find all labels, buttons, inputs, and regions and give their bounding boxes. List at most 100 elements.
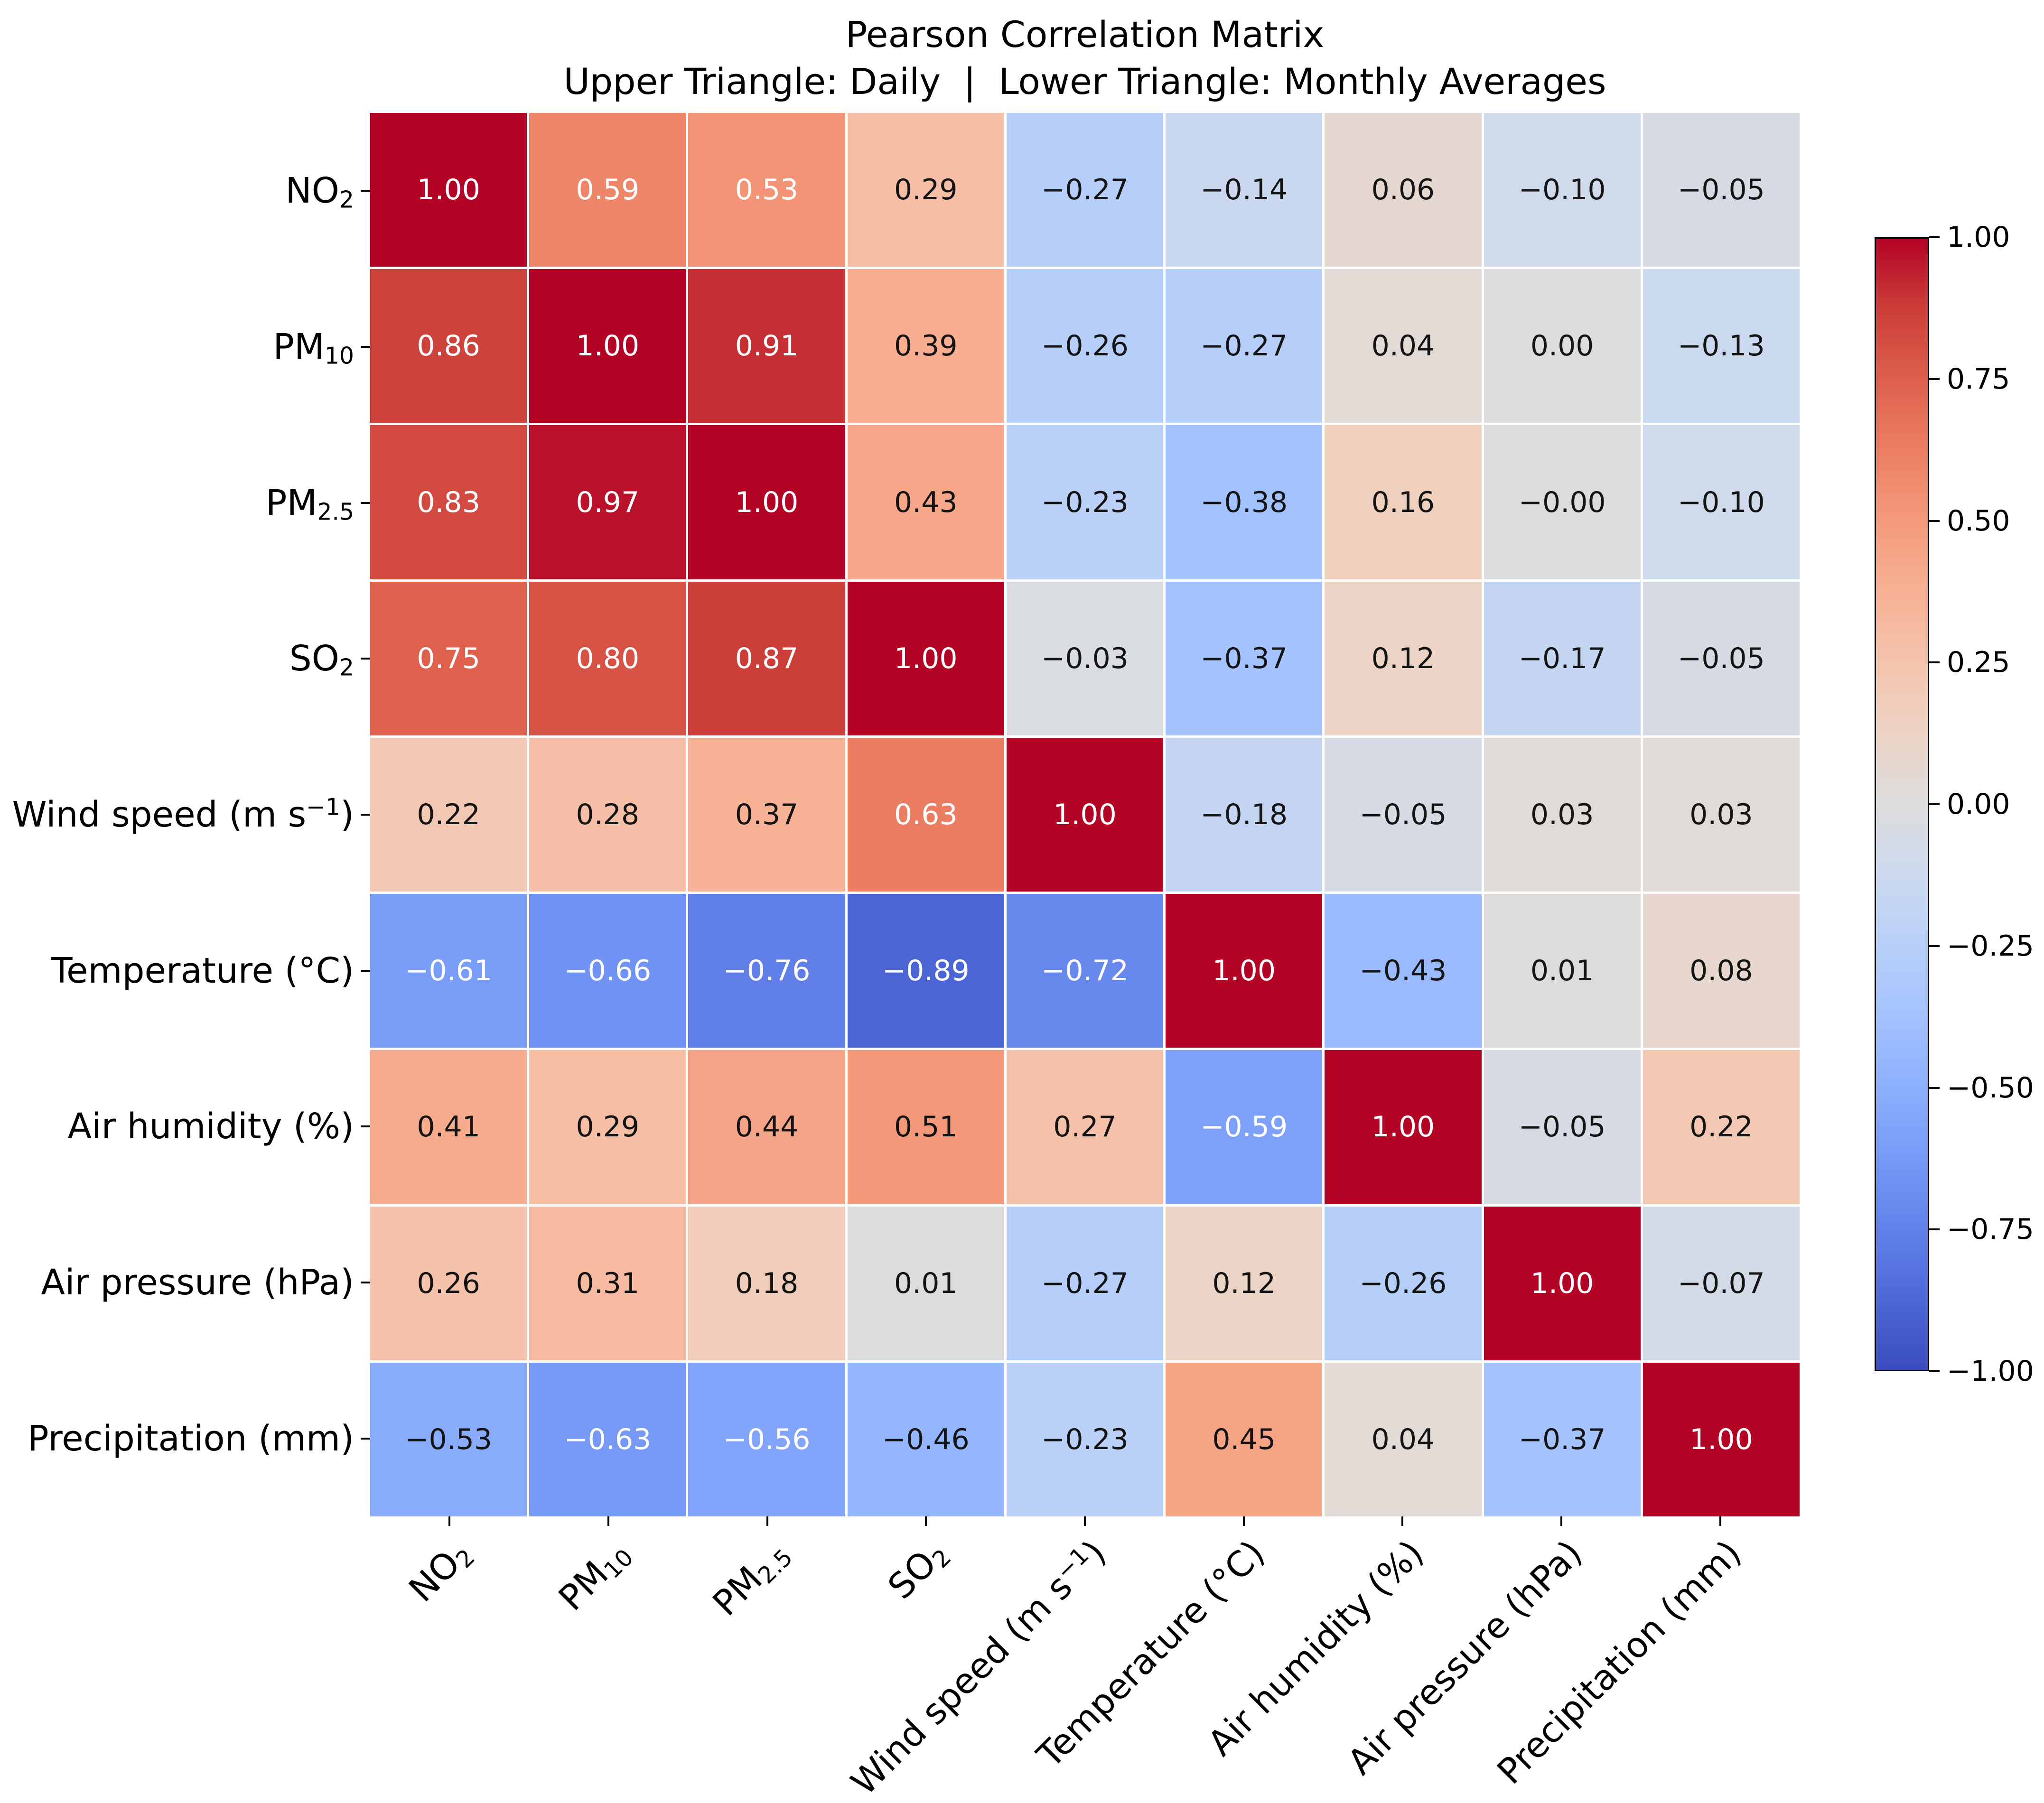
heatmap-cell-r3-c1: 0.80 [529, 581, 686, 735]
y-tick-mark [361, 813, 370, 816]
x-tick-mark [448, 1516, 451, 1526]
heatmap-cell-r8-c2: −0.56 [688, 1362, 845, 1516]
y-axis-label: SO2 [289, 638, 354, 679]
heatmap-cell-r3-c2: 0.87 [688, 581, 845, 735]
colorbar-tick-label: −1.00 [1947, 1355, 2034, 1388]
axis-label-text: Temperature (°C) [51, 950, 354, 991]
axis-label-text: Precipitation (mm) [28, 1418, 354, 1459]
axis-label-text: −1 [306, 793, 341, 821]
heatmap-cell-r8-c7: −0.37 [1484, 1362, 1641, 1516]
heatmap-cell-r1-c4: −0.26 [1006, 269, 1164, 423]
heatmap-cell-r0-c2: 0.53 [688, 113, 845, 267]
x-axis-label: PM2.5 [705, 1533, 798, 1624]
y-axis-row: NO2 [0, 113, 370, 269]
heatmap-cell-r1-c8: −0.13 [1643, 269, 1800, 423]
y-axis-row: SO2 [0, 581, 370, 737]
heatmap-cell-r1-c6: 0.04 [1325, 269, 1482, 423]
colorbar-tick-label: 0.00 [1947, 788, 2010, 821]
x-tick-mark [766, 1516, 768, 1526]
x-tick-mark [1560, 1516, 1562, 1526]
colorbar-gradient [1875, 237, 1929, 1371]
heatmap-cell-r6-c7: −0.05 [1484, 1050, 1641, 1204]
heatmap-cell-r7-c6: −0.26 [1325, 1206, 1482, 1360]
heatmap-cell-r6-c6: 1.00 [1325, 1050, 1482, 1204]
heatmap-cell-r4-c0: 0.22 [370, 737, 527, 892]
chart-title-line1: Pearson Correlation Matrix [845, 13, 1325, 56]
heatmap-cell-r4-c3: 0.63 [847, 737, 1004, 892]
axis-label-text: NO [285, 170, 339, 212]
colorbar-tick-label: 0.50 [1947, 504, 2010, 538]
x-axis-label: PM10 [551, 1533, 639, 1619]
heatmap-cell-r4-c7: 0.03 [1484, 737, 1641, 892]
heatmap-cell-r0-c5: −0.14 [1166, 113, 1323, 267]
heatmap-cell-r7-c0: 0.26 [370, 1206, 527, 1360]
heatmap-cell-r2-c1: 0.97 [529, 425, 686, 579]
heatmap-cell-r3-c5: −0.37 [1166, 581, 1323, 735]
heatmap-cell-r2-c8: −0.10 [1643, 425, 1800, 579]
y-tick-mark [361, 1437, 370, 1440]
y-axis-label: NO2 [285, 170, 354, 214]
heatmap-cell-r4-c2: 0.37 [688, 737, 845, 892]
y-tick-mark [361, 658, 370, 660]
x-tick-mark [925, 1516, 927, 1526]
heatmap-cell-r2-c5: −0.38 [1166, 425, 1323, 579]
y-axis-row: Precipitation (mm) [0, 1360, 370, 1516]
colorbar-tick-mark [1929, 1228, 1940, 1231]
heatmap-cell-r6-c0: 0.41 [370, 1050, 527, 1204]
heatmap-cell-r1-c7: 0.00 [1484, 269, 1641, 423]
y-axis-row: Wind speed (m s−1) [0, 737, 370, 893]
heatmap-cell-r8-c3: −0.46 [847, 1362, 1004, 1516]
colorbar-tick-mark [1929, 1087, 1940, 1089]
heatmap-cell-r1-c5: −0.27 [1166, 269, 1323, 423]
heatmap-cell-r0-c1: 0.59 [529, 113, 686, 267]
heatmap-cell-r4-c6: −0.05 [1325, 737, 1482, 892]
colorbar-tick-label: 0.75 [1947, 362, 2010, 396]
heatmap-cell-r8-c1: −0.63 [529, 1362, 686, 1516]
colorbar-tick-mark [1929, 520, 1940, 522]
heatmap-cell-r8-c4: −0.23 [1006, 1362, 1164, 1516]
chart-title-line2: Upper Triangle: Daily | Lower Triangle: … [563, 60, 1606, 102]
heatmap-cell-r7-c1: 0.31 [529, 1206, 686, 1360]
heatmap-cell-r0-c0: 1.00 [370, 113, 527, 267]
heatmap-cell-r2-c3: 0.43 [847, 425, 1004, 579]
y-axis-label: PM10 [273, 326, 354, 368]
y-axis-label: Air pressure (hPa) [41, 1262, 354, 1303]
heatmap-cell-r6-c2: 0.44 [688, 1050, 845, 1204]
y-tick-mark [361, 1125, 370, 1128]
colorbar-tick-label: 1.00 [1947, 221, 2010, 254]
x-axis-label: NO2 [401, 1533, 480, 1610]
x-axis-label: Wind speed (m s−1) [843, 1533, 1114, 1803]
heatmap-cell-r7-c8: −0.07 [1643, 1206, 1800, 1360]
colorbar: 1.00 0.75 0.50 0.25 0.00 −0.25 −0.50 −0.75 −1.00 [1875, 223, 2044, 1385]
heatmap-cell-r6-c3: 0.51 [847, 1050, 1004, 1204]
y-tick-mark [361, 502, 370, 504]
heatmap-cell-r4-c5: −0.18 [1166, 737, 1323, 892]
axis-label-text: 2 [339, 186, 354, 214]
heatmap-cell-r5-c3: −0.89 [847, 894, 1004, 1048]
y-tick-mark [361, 969, 370, 972]
colorbar-tick-label: −0.50 [1947, 1071, 2034, 1105]
heatmap-cell-r8-c5: 0.45 [1166, 1362, 1323, 1516]
axis-label-text: Wind speed (m s [12, 794, 307, 835]
y-axis-row: Temperature (°C) [0, 892, 370, 1049]
colorbar-tick-label: −0.25 [1947, 929, 2034, 963]
x-axis-label: SO2 [880, 1533, 957, 1607]
heatmap-cell-r7-c4: −0.27 [1006, 1206, 1164, 1360]
x-tick-mark [607, 1516, 609, 1526]
heatmap-cell-r5-c0: −0.61 [370, 894, 527, 1048]
y-axis-label: PM2.5 [265, 482, 354, 526]
x-tick-mark [1242, 1516, 1245, 1526]
x-tick-mark [1719, 1516, 1721, 1526]
axis-label-text: PM [265, 482, 317, 523]
heatmap-cell-r0-c8: −0.05 [1643, 113, 1800, 267]
heatmap-cell-r3-c0: 0.75 [370, 581, 527, 735]
axis-label-text: ) [340, 794, 354, 835]
axis-label-text: SO [289, 638, 339, 679]
heatmap-cell-r5-c7: 0.01 [1484, 894, 1641, 1048]
axis-label-text: 2 [339, 654, 354, 682]
axis-label-text: 2.5 [317, 498, 354, 526]
heatmap-cell-r2-c4: −0.23 [1006, 425, 1164, 579]
chart-title: Pearson Correlation Matrix Upper Triangl… [370, 11, 1800, 105]
heatmap-cell-r5-c5: 1.00 [1166, 894, 1323, 1048]
heatmap-cell-r7-c5: 0.12 [1166, 1206, 1323, 1360]
